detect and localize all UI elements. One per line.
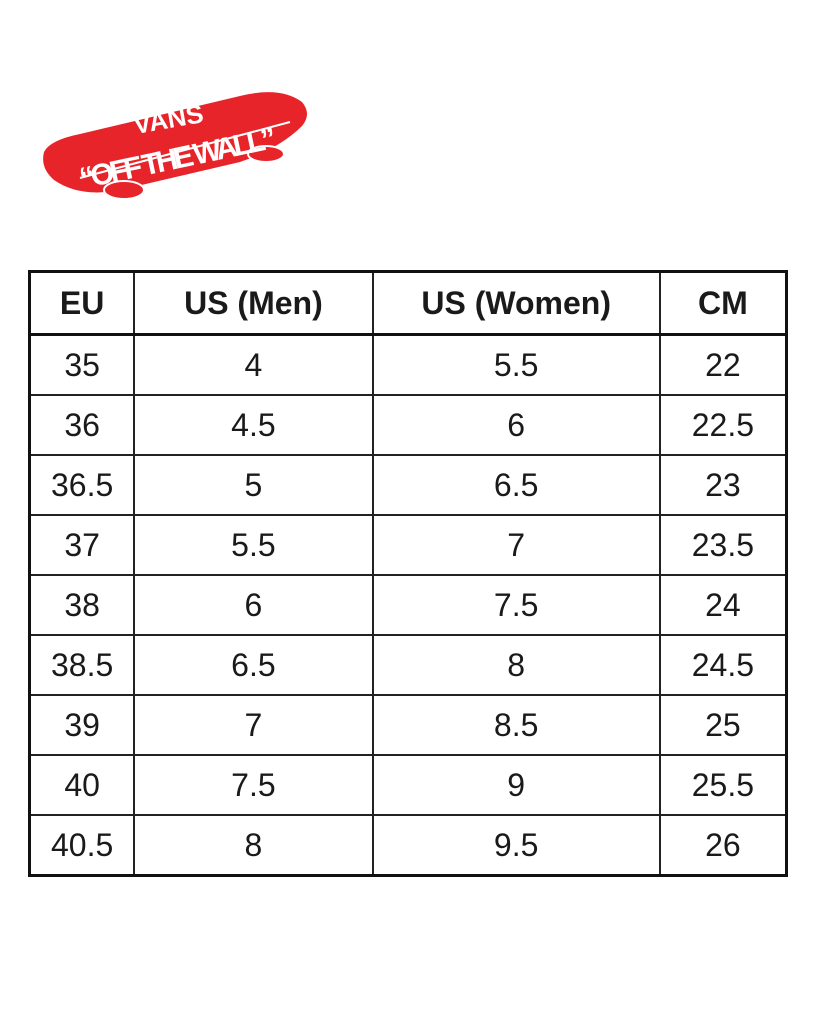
cell-us-women: 5.5 (371, 333, 661, 396)
header-eu: EU (28, 270, 136, 336)
vans-logo: VANS “OFF THE WALL” (43, 92, 307, 200)
cell-cm: 25 (658, 694, 788, 756)
cell-us-women: 9.5 (371, 814, 661, 877)
cell-eu: 38.5 (28, 634, 136, 696)
cell-us-women: 9 (371, 754, 661, 816)
cell-eu: 40 (28, 754, 136, 816)
cell-us-women: 6.5 (371, 454, 661, 516)
table-row: 40.5 8 9.5 26 (28, 814, 788, 877)
cell-eu: 36.5 (28, 454, 136, 516)
cell-cm: 23.5 (658, 514, 788, 576)
table-row: 37 5.5 7 23.5 (28, 514, 788, 576)
header-us-men: US (Men) (133, 270, 374, 336)
cell-us-men: 5.5 (133, 514, 374, 576)
table-row: 36.5 5 6.5 23 (28, 454, 788, 516)
size-chart-table: EU US (Men) US (Women) CM 35 4 5.5 22 36 4.5 6… (28, 270, 788, 877)
cell-us-men: 7 (133, 694, 374, 756)
table-row: 39 7 8.5 25 (28, 694, 788, 756)
cell-eu: 38 (28, 574, 136, 636)
cell-us-men: 6 (133, 574, 374, 636)
table-row: 38.5 6.5 8 24.5 (28, 634, 788, 696)
header-row: EU US (Men) US (Women) CM (28, 270, 788, 336)
header-cm: CM (658, 270, 788, 336)
header-us-women: US (Women) (371, 270, 661, 336)
cell-cm: 26 (658, 814, 788, 877)
cell-cm: 23 (658, 454, 788, 516)
cell-us-men: 4.5 (133, 394, 374, 456)
cell-cm: 22 (658, 333, 788, 396)
cell-us-women: 8.5 (371, 694, 661, 756)
cell-eu: 35 (28, 333, 136, 396)
table-row: 36 4.5 6 22.5 (28, 394, 788, 456)
cell-us-men: 7.5 (133, 754, 374, 816)
cell-eu: 40.5 (28, 814, 136, 877)
cell-us-women: 8 (371, 634, 661, 696)
cell-eu: 36 (28, 394, 136, 456)
cell-us-men: 4 (133, 333, 374, 396)
table-row: 38 6 7.5 24 (28, 574, 788, 636)
cell-us-women: 7.5 (371, 574, 661, 636)
cell-cm: 24 (658, 574, 788, 636)
cell-us-women: 6 (371, 394, 661, 456)
cell-us-men: 6.5 (133, 634, 374, 696)
cell-eu: 37 (28, 514, 136, 576)
table-row: 35 4 5.5 22 (28, 333, 788, 396)
cell-us-women: 7 (371, 514, 661, 576)
cell-cm: 24.5 (658, 634, 788, 696)
cell-eu: 39 (28, 694, 136, 756)
cell-us-men: 8 (133, 814, 374, 877)
cell-cm: 22.5 (658, 394, 788, 456)
table-row: 40 7.5 9 25.5 (28, 754, 788, 816)
cell-cm: 25.5 (658, 754, 788, 816)
cell-us-men: 5 (133, 454, 374, 516)
